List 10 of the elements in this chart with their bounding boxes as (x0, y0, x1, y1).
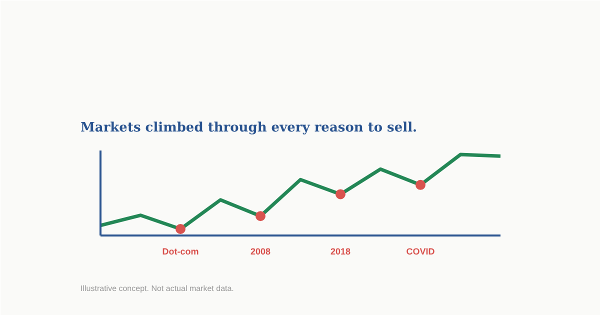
point (176, 224, 186, 234)
x-tick-label: Dot-com (162, 246, 199, 256)
point (416, 180, 426, 190)
text: Illustrative concept. Not actual market data. (80, 284, 234, 293)
point (336, 189, 346, 200)
chart-title: Markets climbed through every reason to sell. (80, 120, 418, 136)
x-tick-label: COVID (406, 246, 436, 256)
point (256, 211, 266, 222)
x-tick-label: 2018 (330, 246, 351, 256)
x-tick-label: 2008 (250, 246, 271, 256)
